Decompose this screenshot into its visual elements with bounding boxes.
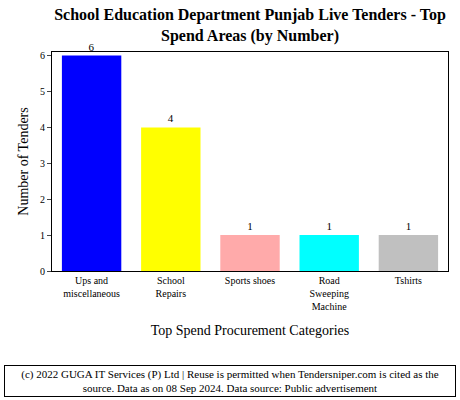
- svg-text:1: 1: [247, 220, 253, 232]
- svg-text:2: 2: [40, 194, 45, 205]
- svg-text:Number of Tenders: Number of Tenders: [16, 107, 31, 215]
- svg-text:Sports shoes: Sports shoes: [225, 275, 275, 286]
- svg-text:4: 4: [168, 112, 174, 124]
- svg-text:5: 5: [40, 86, 45, 97]
- svg-text:1: 1: [40, 230, 45, 241]
- svg-text:SchoolRepairs: SchoolRepairs: [156, 275, 187, 299]
- svg-text:0: 0: [40, 266, 45, 277]
- svg-text:1: 1: [326, 220, 332, 232]
- svg-text:6: 6: [40, 50, 45, 61]
- svg-text:Top Spend Procurement Categori: Top Spend Procurement Categories: [151, 323, 349, 338]
- svg-text:3: 3: [40, 158, 45, 169]
- svg-text:RoadSweepingMachine: RoadSweepingMachine: [309, 275, 348, 312]
- svg-text:(c) 2022 GUGA IT Services (P): (c) 2022 GUGA IT Services (P) Ltd | Reus…: [21, 368, 439, 394]
- svg-text:6: 6: [89, 41, 95, 53]
- svg-text:4: 4: [40, 122, 45, 133]
- svg-text:Ups andmiscellaneous: Ups andmiscellaneous: [63, 275, 120, 299]
- svg-text:Tshirts: Tshirts: [395, 275, 422, 286]
- svg-text:1: 1: [406, 220, 412, 232]
- svg-text:School Education Department Pu: School Education Department Punjab Live …: [54, 6, 446, 45]
